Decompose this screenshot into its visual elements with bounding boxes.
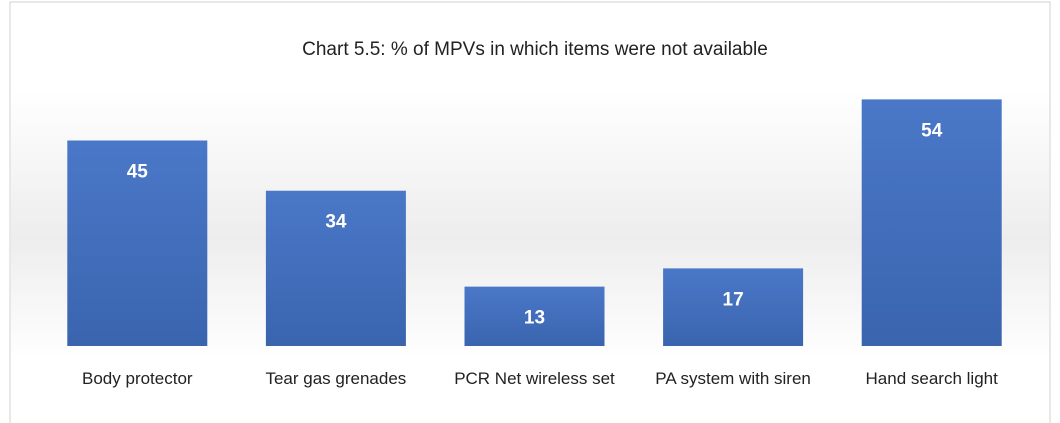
value-label: 34 <box>325 212 347 233</box>
bar <box>265 190 406 346</box>
x-tick-label: Hand search light <box>865 369 998 388</box>
x-tick-label: Tear gas grenades <box>265 369 407 388</box>
value-label: 45 <box>127 162 149 183</box>
bar <box>861 99 1002 347</box>
x-tick-label: PCR Net wireless set <box>454 369 615 388</box>
value-label: 54 <box>921 120 943 141</box>
value-label: 13 <box>524 308 545 329</box>
x-tick-label: PA system with siren <box>655 369 811 388</box>
bar <box>464 286 605 346</box>
bar <box>663 268 804 346</box>
x-tick-label: Body protector <box>82 369 193 388</box>
value-label: 17 <box>723 289 744 310</box>
bar <box>67 140 208 346</box>
chart-title: Chart 5.5: % of MPVs in which items were… <box>302 39 768 60</box>
